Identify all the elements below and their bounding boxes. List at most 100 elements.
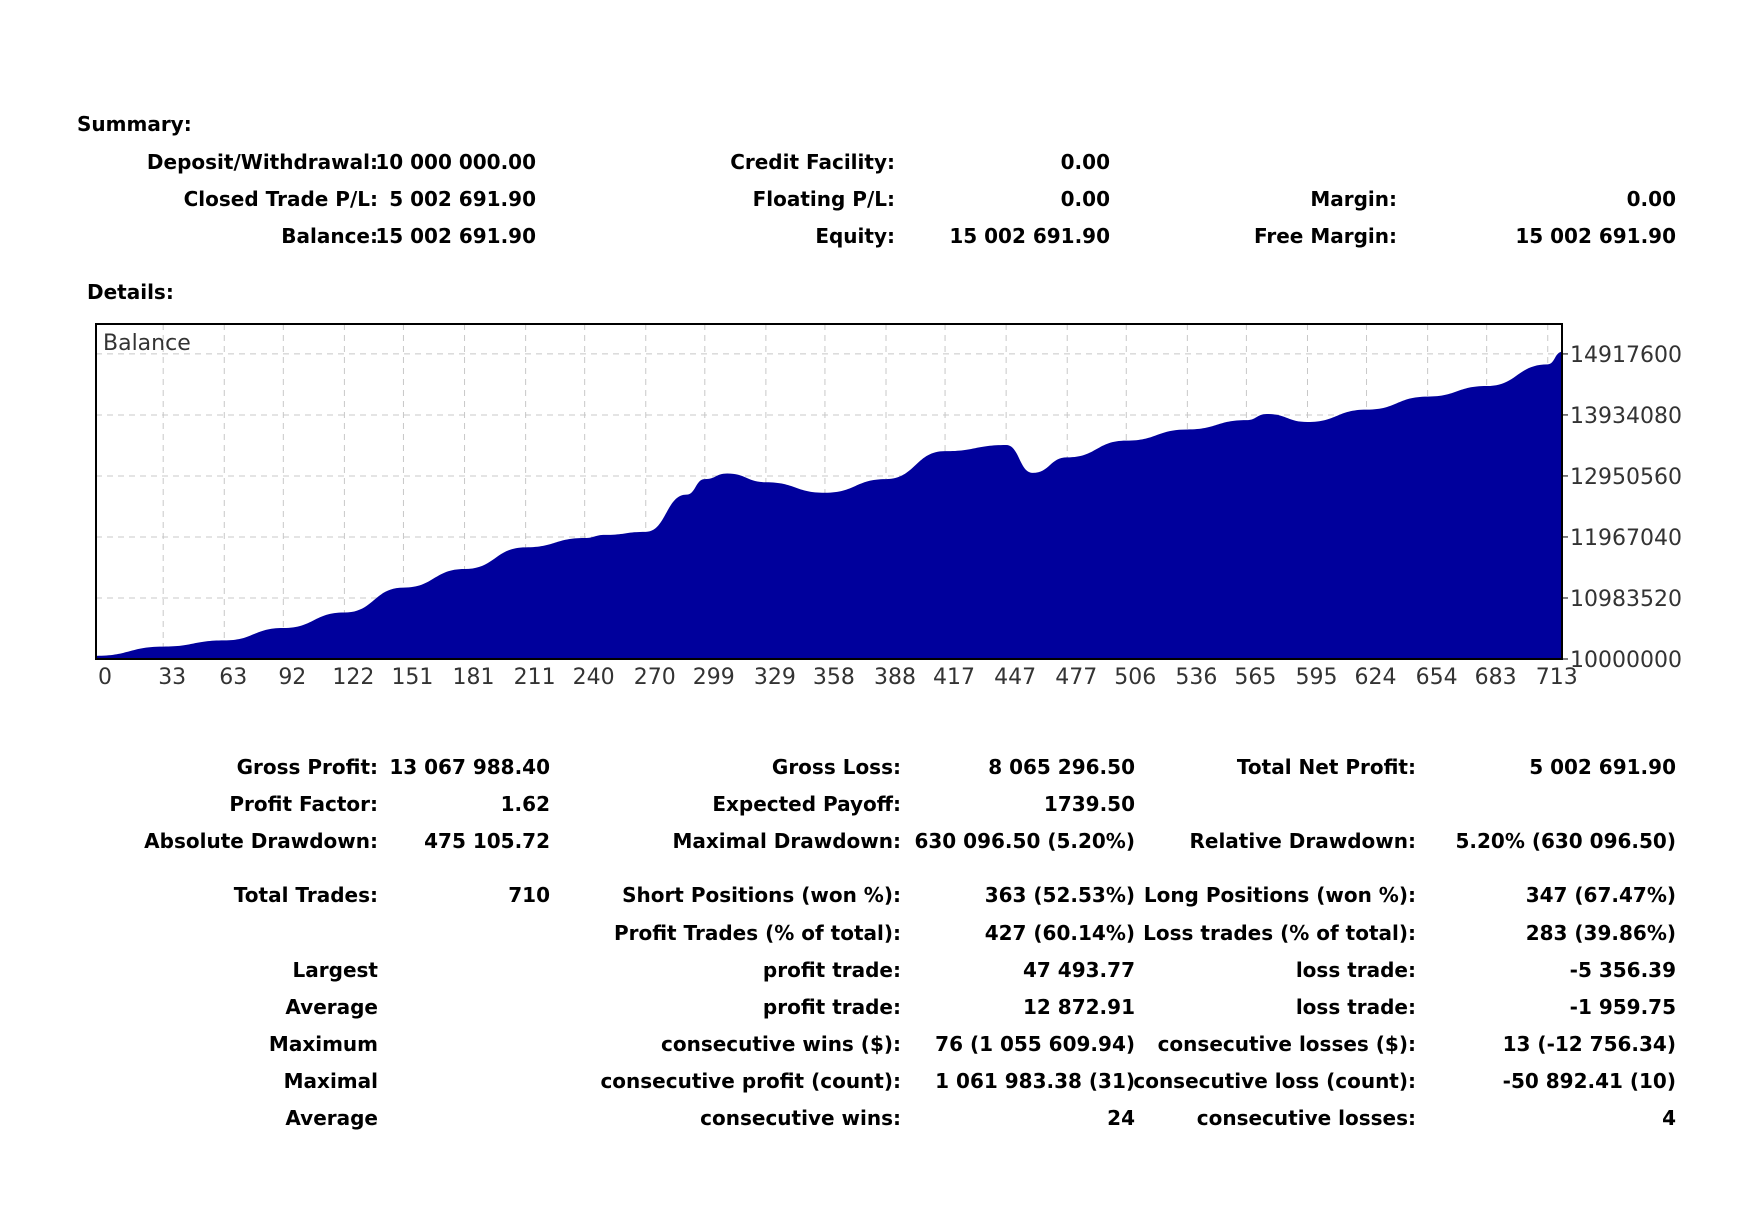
chart-title: Balance	[103, 331, 191, 356]
max-drawdown-label: Maximal Drawdown:	[672, 829, 901, 853]
x-tick-label: 181	[453, 665, 495, 690]
deposit-label: Deposit/Withdrawal:	[146, 150, 378, 174]
x-tick-label: 595	[1295, 665, 1337, 690]
total-net-value: 5 002 691.90	[1529, 755, 1676, 779]
y-tick-labels: 10000000 10983520 11967040 12950560 13934080…	[1562, 343, 1682, 673]
credit-value: 0.00	[1060, 150, 1110, 174]
x-tick-label: 122	[332, 665, 374, 690]
largest-loss-label: loss trade:	[1295, 958, 1416, 982]
floating-value: 0.00	[1060, 187, 1110, 211]
x-tick-label: 536	[1175, 665, 1217, 690]
maximal-cons-profit-label: consecutive profit (count):	[600, 1069, 901, 1093]
x-tick-label: 683	[1475, 665, 1517, 690]
balance-series-area	[96, 351, 1562, 659]
maximal-cons-loss-label: consecutive loss (count):	[1133, 1069, 1416, 1093]
maximal-cons-loss-value: -50 892.41 (10)	[1502, 1069, 1676, 1093]
largest-profit-label: profit trade:	[762, 958, 901, 982]
balance-chart: Balance 0 33 63 92 122 151 181 211 240 270 299 329 3…	[95, 323, 1682, 690]
largest-loss-value: -5 356.39	[1569, 958, 1676, 982]
x-tick-labels: 0 33 63 92 122 151 181 211 240 270 299 329 358 388 417…	[98, 665, 1578, 690]
loss-trades-value: 283 (39.86%)	[1525, 921, 1676, 945]
x-tick-label: 713	[1536, 665, 1578, 690]
balance-label: Balance:	[281, 224, 378, 248]
average-loss-label: loss trade:	[1295, 995, 1416, 1019]
long-positions-label: Long Positions (won %):	[1143, 883, 1416, 907]
x-tick-label: 624	[1355, 665, 1397, 690]
average-profit-label: profit trade:	[762, 995, 901, 1019]
y-tick-label: 14917600	[1570, 343, 1682, 368]
max-cons-losses-label: consecutive losses ($):	[1157, 1032, 1416, 1056]
details-heading: Details:	[87, 280, 174, 304]
equity-label: Equity:	[815, 224, 895, 248]
short-positions-label: Short Positions (won %):	[622, 883, 901, 907]
avg-cons-losses-value: 4	[1662, 1106, 1676, 1130]
largest-profit-value: 47 493.77	[1023, 958, 1135, 982]
expected-payoff-label: Expected Payoff:	[712, 792, 901, 816]
profit-factor-value: 1.62	[500, 792, 550, 816]
profit-trades-label: Profit Trades (% of total):	[613, 921, 901, 945]
average-profit-value: 12 872.91	[1023, 995, 1135, 1019]
closed-pl-label: Closed Trade P/L:	[183, 187, 378, 211]
maximal-label: Maximal	[283, 1069, 378, 1093]
x-tick-label: 151	[391, 665, 433, 690]
summary-heading: Summary:	[77, 112, 192, 136]
max-cons-losses-value: 13 (-12 756.34)	[1502, 1032, 1676, 1056]
rel-drawdown-value: 5.20% (630 096.50)	[1455, 829, 1676, 853]
y-tick-label: 12950560	[1570, 465, 1682, 490]
x-tick-label: 565	[1234, 665, 1276, 690]
free-margin-label: Free Margin:	[1253, 224, 1397, 248]
long-positions-value: 347 (67.47%)	[1525, 883, 1676, 907]
gross-profit-value: 13 067 988.40	[389, 755, 550, 779]
deposit-value: 10 000 000.00	[375, 150, 536, 174]
floating-label: Floating P/L:	[752, 187, 895, 211]
max-cons-wins-value: 76 (1 055 609.94)	[935, 1032, 1135, 1056]
abs-drawdown-label: Absolute Drawdown:	[144, 829, 378, 853]
avg-cons-wins-value: 24	[1107, 1106, 1135, 1130]
avg-cons-wins-label: consecutive wins:	[700, 1106, 901, 1130]
margin-value: 0.00	[1626, 187, 1676, 211]
maximal-cons-profit-value: 1 061 983.38 (31)	[935, 1069, 1135, 1093]
x-tick-label: 92	[278, 665, 306, 690]
x-tick-label: 388	[874, 665, 916, 690]
plot-frame	[95, 323, 1563, 660]
y-tick-label: 10983520	[1570, 587, 1682, 612]
gross-profit-label: Gross Profit:	[236, 755, 378, 779]
x-tick-label: 299	[693, 665, 735, 690]
x-tick-label: 240	[573, 665, 615, 690]
average-loss-value: -1 959.75	[1569, 995, 1676, 1019]
balance-value: 15 002 691.90	[375, 224, 536, 248]
largest-label: Largest	[292, 958, 378, 982]
max-cons-wins-label: consecutive wins ($):	[660, 1032, 901, 1056]
x-tick-label: 358	[813, 665, 855, 690]
average-label: Average	[285, 995, 378, 1019]
x-tick-label: 270	[634, 665, 676, 690]
profit-trades-value: 427 (60.14%)	[984, 921, 1135, 945]
x-tick-label: 447	[994, 665, 1036, 690]
credit-label: Credit Facility:	[730, 150, 895, 174]
x-tick-label: 33	[158, 665, 186, 690]
total-net-label: Total Net Profit:	[1236, 755, 1416, 779]
x-tick-label: 477	[1055, 665, 1097, 690]
x-tick-label: 329	[754, 665, 796, 690]
avg-cons-losses-label: consecutive losses:	[1196, 1106, 1416, 1130]
average-cons-label: Average	[285, 1106, 378, 1130]
free-margin-value: 15 002 691.90	[1515, 224, 1676, 248]
total-trades-value: 710	[508, 883, 550, 907]
x-tick-label: 506	[1114, 665, 1156, 690]
equity-value: 15 002 691.90	[949, 224, 1110, 248]
x-tick-label: 417	[933, 665, 975, 690]
total-trades-label: Total Trades:	[233, 883, 378, 907]
expected-payoff-value: 1739.50	[1043, 792, 1135, 816]
x-tick-label: 211	[514, 665, 556, 690]
x-tick-label: 63	[219, 665, 247, 690]
y-tick-label: 13934080	[1570, 404, 1682, 429]
short-positions-value: 363 (52.53%)	[984, 883, 1135, 907]
x-tick-label: 0	[98, 665, 112, 690]
maximum-label: Maximum	[268, 1032, 378, 1056]
max-drawdown-value: 630 096.50 (5.20%)	[914, 829, 1135, 853]
y-tick-label: 10000000	[1570, 648, 1682, 673]
rel-drawdown-label: Relative Drawdown:	[1189, 829, 1416, 853]
closed-pl-value: 5 002 691.90	[389, 187, 536, 211]
x-tick-label: 654	[1416, 665, 1458, 690]
profit-factor-label: Profit Factor:	[229, 792, 378, 816]
